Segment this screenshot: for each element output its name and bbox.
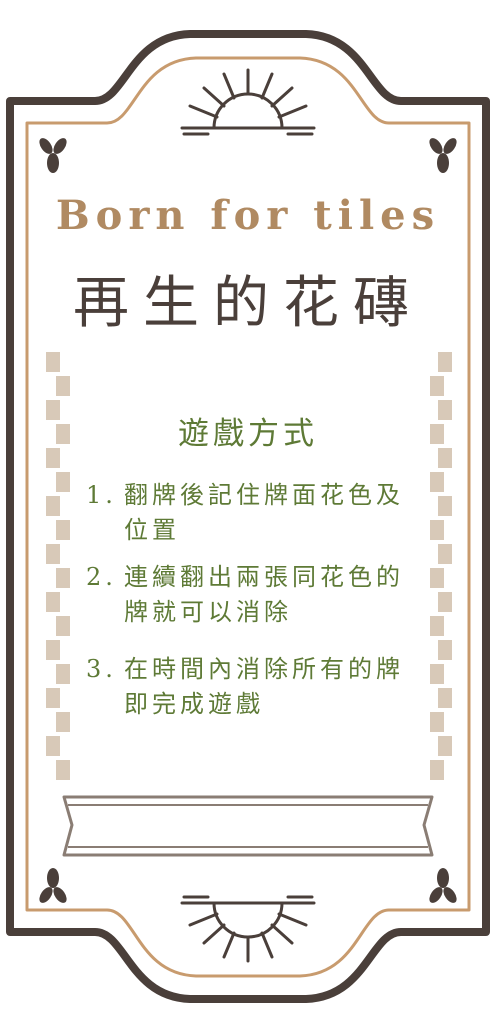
side-tile: [56, 616, 70, 636]
rule-item: 1. 翻牌後記住牌面花色及位置: [86, 478, 426, 548]
subtitle: Born for tiles: [55, 192, 441, 239]
side-tile: [438, 544, 452, 564]
rule-text: 連續翻出兩張同花色的牌就可以消除: [124, 563, 404, 626]
rule-number: 1.: [86, 481, 117, 509]
side-tile: [46, 736, 60, 756]
side-tile: [56, 760, 70, 780]
page-title: 再生的花磚: [73, 271, 423, 336]
side-tile: [46, 352, 60, 372]
side-tile: [430, 568, 444, 588]
sunburst-bottom-icon: [180, 895, 316, 963]
side-tile: [438, 688, 452, 708]
side-tile: [56, 568, 70, 588]
side-tile: [430, 424, 444, 444]
side-tile: [56, 472, 70, 492]
corner-leaf-bottom-left-icon: [39, 868, 67, 903]
side-tile: [46, 592, 60, 612]
rule-text: 在時間內消除所有的牌即完成遊戲: [124, 655, 404, 718]
side-tile: [56, 376, 70, 396]
side-tile: [438, 496, 452, 516]
side-tile: [46, 400, 60, 420]
side-tile: [56, 664, 70, 684]
bottom-banner: [62, 795, 434, 857]
side-tile: [56, 424, 70, 444]
side-tile: [430, 376, 444, 396]
rule-item: 2. 連續翻出兩張同花色的牌就可以消除: [86, 560, 426, 630]
side-tile: [430, 712, 444, 732]
side-tile: [46, 640, 60, 660]
side-tile: [438, 448, 452, 468]
rule-text: 翻牌後記住牌面花色及位置: [124, 481, 404, 544]
side-tile: [46, 496, 60, 516]
side-tile: [438, 640, 452, 660]
side-tile: [438, 400, 452, 420]
corner-leaf-top-left-icon: [39, 138, 67, 173]
corner-leaf-bottom-right-icon: [429, 868, 457, 903]
rules-list: 1. 翻牌後記住牌面花色及位置 2. 連續翻出兩張同花色的牌就可以消除 3. 在…: [86, 478, 426, 722]
side-tile: [438, 352, 452, 372]
rule-number: 3.: [86, 655, 117, 683]
side-tiles-right: [430, 352, 452, 780]
corner-leaf-top-right-icon: [429, 138, 457, 173]
inner-border: [25, 56, 471, 978]
side-tile: [46, 544, 60, 564]
side-tile: [430, 616, 444, 636]
side-tile: [430, 664, 444, 684]
side-tile: [438, 592, 452, 612]
side-tiles-left: [46, 352, 70, 780]
side-tile: [430, 520, 444, 540]
side-tile: [430, 760, 444, 780]
rule-number: 2.: [86, 563, 117, 591]
side-tile: [46, 448, 60, 468]
outer-border: [6, 30, 490, 1003]
sunburst-top-icon: [180, 68, 316, 136]
section-heading: 遊戲方式: [178, 416, 318, 452]
rule-item: 3. 在時間內消除所有的牌即完成遊戲: [86, 652, 426, 722]
side-tile: [430, 472, 444, 492]
side-tile: [438, 736, 452, 756]
side-tile: [56, 520, 70, 540]
side-tile: [56, 712, 70, 732]
side-tile: [46, 688, 60, 708]
